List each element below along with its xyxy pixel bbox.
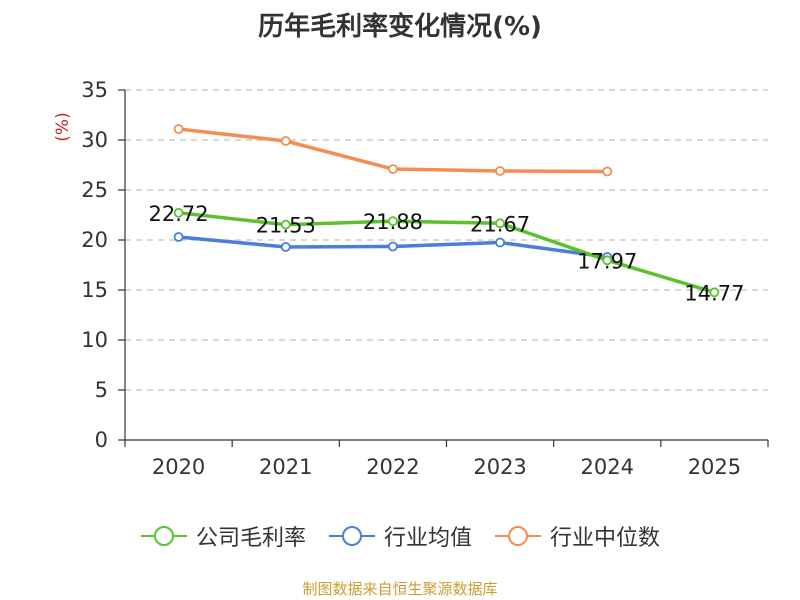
x-tick-label-2021: 2021 — [259, 455, 312, 479]
y-tick-label-15: 15 — [81, 278, 108, 302]
x-tick-label-2024: 2024 — [581, 455, 634, 479]
legend-item-industry-median[interactable]: 行业中位数 — [494, 520, 660, 552]
legend-swatch-industry-median — [495, 526, 541, 546]
legend-label-industry-average: 行业均值 — [383, 526, 472, 551]
data-label-company-gross-margin-2022: 21.88 — [363, 210, 423, 234]
y-tick-label-5: 5 — [95, 378, 108, 402]
data-label-company-gross-margin-2025: 14.77 — [684, 281, 744, 305]
x-tick-label-2025: 2025 — [688, 455, 741, 479]
legend-label-industry-median: 行业中位数 — [550, 526, 661, 551]
point-company-gross-margin-2020 — [173, 207, 184, 218]
data-label-company-gross-margin-2024: 17.97 — [577, 249, 637, 273]
y-tick-label-10: 10 — [81, 328, 108, 352]
x-tick-label-2023: 2023 — [473, 455, 526, 479]
x-tick-label-2020: 2020 — [152, 455, 205, 479]
y-tick-label-0: 0 — [95, 428, 108, 452]
chart-legend: 公司毛利率 行业均值 行业中位数 — [0, 520, 800, 552]
y-tick-label-20: 20 — [81, 228, 108, 252]
point-industry-median-2020 — [173, 124, 184, 134]
y-tick-label-35: 35 — [81, 78, 108, 102]
data-label-company-gross-margin-2023: 21.67 — [470, 212, 530, 236]
point-industry-average-2022 — [388, 241, 398, 252]
point-company-gross-margin-2025 — [709, 287, 720, 298]
y-tick-label-30: 30 — [81, 128, 108, 152]
point-industry-average-2023 — [495, 237, 505, 248]
data-label-company-gross-margin-2021: 21.53 — [256, 214, 316, 238]
legend-item-industry-average[interactable]: 行业均值 — [328, 520, 472, 552]
point-company-gross-margin-2024 — [602, 255, 613, 266]
legend-item-company-gross-margin[interactable]: 公司毛利率 — [140, 520, 306, 552]
point-industry-median-2022 — [388, 164, 398, 174]
point-industry-median-2023 — [495, 166, 505, 176]
legend-swatch-company-gross-margin — [140, 526, 187, 546]
x-tick-label-2022: 2022 — [366, 455, 419, 479]
point-industry-average-2020 — [173, 232, 184, 242]
point-industry-median-2021 — [280, 136, 291, 146]
source-note: 制图数据来自恒生聚源数据库 — [302, 580, 498, 598]
point-company-gross-margin-2022 — [388, 216, 398, 227]
point-industry-median-2024 — [602, 166, 613, 177]
y-tick-label-25: 25 — [81, 178, 108, 202]
point-company-gross-margin-2021 — [280, 219, 291, 230]
legend-swatch-industry-average — [328, 526, 375, 546]
series-line-company-gross-margin — [178, 211, 715, 294]
data-label-company-gross-margin-2020: 22.72 — [149, 202, 209, 226]
point-company-gross-margin-2023 — [495, 218, 505, 229]
point-industry-average-2021 — [280, 242, 291, 252]
y-axis-label: (%) — [53, 112, 73, 141]
legend-label-company-gross-margin: 公司毛利率 — [195, 526, 306, 551]
chart-title: 历年毛利率变化情况(%) — [258, 12, 542, 42]
